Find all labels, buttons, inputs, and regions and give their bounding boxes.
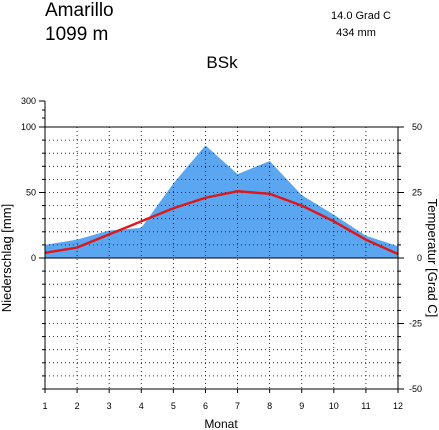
precipitation-area-layer — [45, 145, 398, 258]
x-tick-label: 4 — [139, 401, 144, 411]
x-tick-label: 6 — [203, 401, 208, 411]
station-name: Amarillo — [45, 0, 114, 21]
y-axis-left-label: Niederschlag [mm] — [0, 204, 14, 312]
precipitation-area — [45, 145, 398, 258]
x-tick-label: 8 — [267, 401, 272, 411]
y-right-tick-label: -50 — [409, 384, 422, 394]
chart-title: BSk — [206, 53, 238, 72]
y-left-tick-label: 300 — [21, 96, 36, 106]
y-right-tick-label: 25 — [412, 188, 422, 198]
mean-temperature: 14.0 Grad C — [331, 10, 391, 22]
grid-layer — [45, 127, 398, 389]
station-elevation: 1099 m — [45, 24, 108, 45]
y-left-tick-label: 50 — [26, 188, 36, 198]
temperature-line — [44, 189, 399, 256]
y-left-tick-label: 0 — [31, 253, 36, 263]
y-right-tick-label: 0 — [417, 253, 422, 263]
temperature-line-layer — [44, 189, 399, 256]
x-tick-label: 3 — [107, 401, 112, 411]
x-tick-label: 5 — [171, 401, 176, 411]
x-tick-label: 2 — [75, 401, 80, 411]
x-axis-label: Monat — [204, 417, 238, 430]
x-tick-label: 11 — [361, 401, 370, 411]
x-tick-label: 10 — [329, 401, 339, 411]
y-right-tick-label: -25 — [409, 319, 422, 329]
y-right-tick-label: 50 — [412, 122, 422, 132]
y-left-tick-label: 100 — [21, 122, 36, 132]
y-axis-right-label: Temperatur [Grad C] — [425, 199, 439, 318]
x-tick-label: 12 — [393, 401, 403, 411]
x-tick-label: 7 — [235, 401, 240, 411]
x-tick-label: 1 — [42, 401, 47, 411]
annual-precipitation: 434 mm — [336, 27, 376, 39]
x-tick-label: 9 — [299, 401, 304, 411]
